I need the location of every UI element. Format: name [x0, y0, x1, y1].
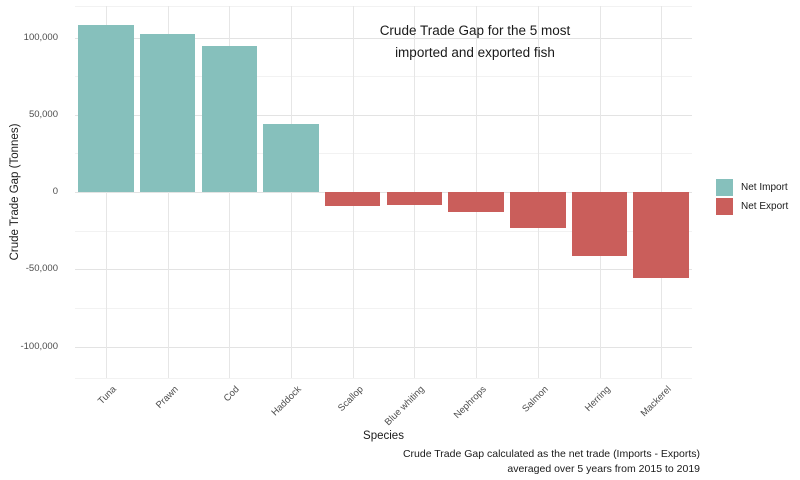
bar-scallop [324, 192, 381, 206]
bar-mackerel [633, 192, 689, 279]
bar-nephrops [448, 192, 504, 212]
legend-label-net-import: Net Import [741, 182, 788, 193]
gridline-minor [75, 307, 692, 309]
gridline-minor [75, 153, 692, 155]
gridline-minor [75, 230, 692, 232]
y-tick-label: 100,000 [23, 31, 58, 43]
bar-blue-whiting [386, 192, 443, 205]
legend-item-net-export: Net Export [716, 198, 788, 215]
caption-line1: Crude Trade Gap calculated as the net tr… [402, 448, 700, 460]
legend: Net Import Net Export [716, 179, 788, 217]
net-import-swatch [716, 179, 733, 196]
chart-title: Crude Trade Gap for the 5 most imported … [275, 20, 675, 64]
caption-line2: averaged over 5 years from 2015 to 2019 [507, 463, 700, 475]
x-tick-label: Tuna [95, 384, 119, 407]
x-tick-label: Herring [582, 384, 613, 414]
gridline-major [75, 37, 692, 39]
gridline-vertical [291, 6, 292, 378]
y-tick-label: 50,000 [28, 108, 58, 120]
gridline-major [75, 192, 692, 193]
x-tick-label: Prawn [153, 384, 181, 411]
gridline-vertical [229, 6, 231, 378]
gridline-major [75, 346, 692, 348]
gridline-major [75, 114, 692, 116]
x-tick-label: Scallop [335, 384, 366, 414]
bar-cod [201, 46, 257, 192]
legend-item-net-import: Net Import [716, 179, 788, 196]
y-tick-label: 0 [52, 186, 58, 197]
panel-edge-line [75, 6, 692, 7]
y-tick-label: -100,000 [20, 340, 58, 352]
x-axis-title: Species [363, 430, 404, 442]
legend-label-net-export: Net Export [741, 201, 789, 212]
gridline-vertical [167, 6, 169, 378]
gridline-minor [75, 76, 692, 78]
x-tick-label: Cod [221, 384, 243, 405]
x-tick-label: Nephrops [451, 384, 489, 421]
x-tick-label: Salmon [520, 384, 551, 415]
net-export-swatch [716, 198, 733, 215]
x-tick-label: Blue whiting [383, 384, 428, 429]
chart-caption: Crude Trade Gap calculated as the net tr… [200, 447, 700, 477]
x-tick-label: Mackerel [638, 384, 674, 420]
bar-tuna [78, 25, 134, 192]
chart-title-line2: imported and exported fish [395, 45, 555, 60]
bar-herring [571, 192, 628, 256]
y-axis-title: Crude Trade Gap (Tonnes) [9, 123, 21, 261]
gridline-vertical [105, 6, 107, 378]
bar-haddock [263, 124, 319, 192]
x-tick-label: Haddock [269, 384, 304, 419]
panel-edge-line [75, 378, 692, 379]
y-tick-label: -50,000 [25, 263, 58, 275]
chart-title-line1: Crude Trade Gap for the 5 most [379, 23, 571, 38]
gridline-major [75, 269, 692, 271]
bar-prawn [139, 34, 196, 192]
bar-salmon [510, 192, 566, 229]
